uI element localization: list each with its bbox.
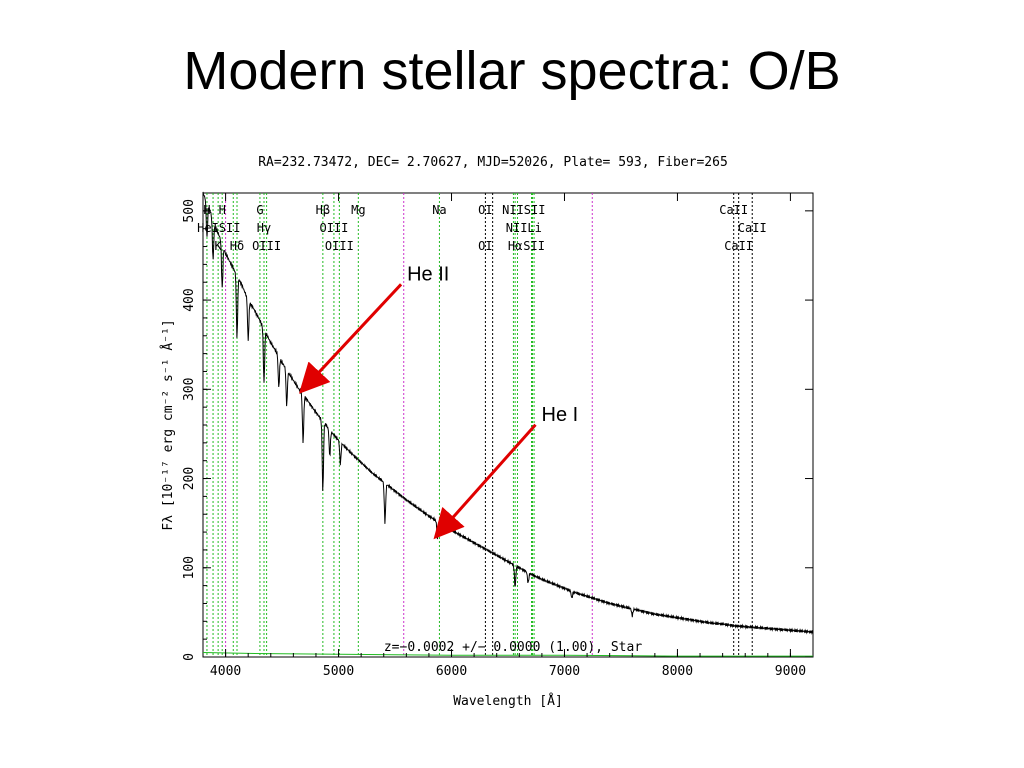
y-tick-label: 0 [182, 653, 197, 661]
line-label: Hα [508, 239, 522, 253]
line-label: SII [523, 239, 545, 253]
line-label: NIILi [506, 221, 542, 235]
redshift-annotation: z=−0.0002 +/− 0.0000 (1.00), Star [384, 640, 642, 655]
x-tick-label: 4000 [210, 664, 241, 679]
line-label: OIII [319, 221, 348, 235]
line-label: Mg [351, 203, 365, 217]
line-label: CaII [719, 203, 748, 217]
x-tick-label: 6000 [436, 664, 467, 679]
x-tick-label: 8000 [662, 664, 693, 679]
emission-line-markers [206, 193, 753, 657]
y-tick-label: 300 [182, 378, 197, 401]
line-label: Hδ [230, 239, 244, 253]
line-label: H [219, 203, 226, 217]
x-tick-label: 5000 [323, 664, 354, 679]
line-label: Hγ [257, 221, 271, 235]
line-label: CaII [738, 221, 767, 235]
spectrum-line [202, 191, 814, 635]
line-label: H [203, 203, 210, 217]
y-tick-label: 200 [182, 467, 197, 490]
y-tick-label: 500 [182, 199, 197, 222]
callouts: He II He I [298, 263, 579, 540]
callout-label: He I [542, 404, 579, 426]
callout-label: He II [407, 263, 449, 285]
x-axis-label: Wavelength [Å] [453, 693, 563, 709]
spectrum-series [202, 191, 814, 657]
line-label: Hβ [316, 203, 330, 217]
callout-arrow [298, 283, 403, 394]
x-tick-label: 7000 [549, 664, 580, 679]
line-label: Na [432, 203, 446, 217]
line-label: OI [478, 239, 492, 253]
x-axis: 4000 5000 6000 7000 8000 9000 [210, 193, 806, 679]
callout-arrow [433, 423, 537, 540]
y-axis-label: Fλ [10⁻¹⁷ erg cm⁻² s⁻¹ Å⁻¹] [160, 319, 176, 530]
line-label: G [256, 203, 263, 217]
plot-frame [202, 192, 814, 658]
y-axis: 0 100 200 300 400 500 [182, 199, 813, 661]
line-label: K [215, 239, 223, 253]
x-tick-label: 9000 [775, 664, 806, 679]
y-tick-label: 100 [182, 556, 197, 579]
chart-title: RA=232.73472, DEC= 2.70627, MJD=52026, P… [258, 155, 728, 170]
slide-title: Modern stellar spectra: O/B [183, 41, 841, 101]
line-label: CaII [724, 239, 753, 253]
line-label: OIII [252, 239, 281, 253]
y-tick-label: 400 [182, 288, 197, 311]
line-label: NIISII [502, 203, 545, 217]
line-label: OIII [325, 239, 354, 253]
line-label: OI [478, 203, 492, 217]
